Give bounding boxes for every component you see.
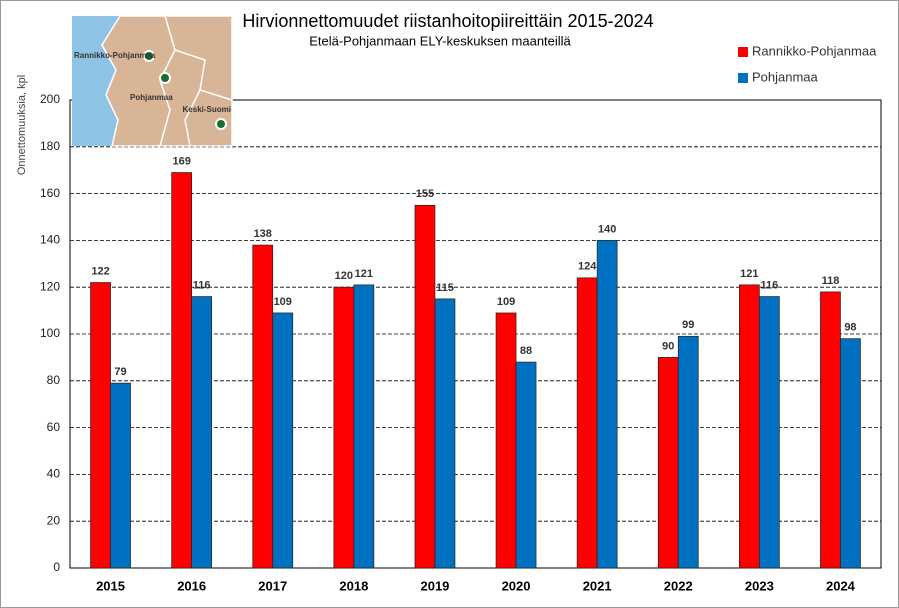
bar	[434, 298, 456, 569]
bar	[110, 382, 131, 569]
map-marker	[159, 72, 171, 84]
y-tick-label: 0	[53, 560, 60, 574]
value-label: 90	[662, 340, 674, 352]
value-label: 115	[436, 282, 454, 294]
value-label: 79	[114, 366, 126, 378]
bar	[576, 277, 598, 569]
chart-title: Hirvionnettomuudet riistanhoitopiireittä…	[242, 11, 653, 31]
value-label: 121	[355, 268, 373, 280]
x-tick-label: 2016	[177, 578, 206, 593]
map-label: Rannikko-Pohjanmaa	[74, 51, 156, 60]
value-label: 116	[760, 279, 778, 291]
bar	[657, 357, 679, 569]
chart-subtitle: Etelä-Pohjanmaan ELY-keskuksen maanteill…	[309, 33, 571, 48]
value-label: 99	[682, 319, 694, 331]
y-axis-label: Onnettomuuksia, kpl	[16, 75, 28, 175]
value-label: 116	[193, 279, 211, 291]
bar	[252, 244, 274, 569]
bar	[90, 282, 111, 569]
bar	[272, 312, 294, 569]
x-tick-label: 2019	[420, 578, 449, 593]
bar	[333, 286, 355, 569]
value-label: 118	[822, 275, 840, 287]
value-label: 169	[172, 155, 190, 167]
value-label: 140	[598, 223, 616, 235]
value-label: 88	[520, 345, 532, 357]
bar	[840, 338, 861, 569]
bar	[191, 296, 212, 569]
bar	[820, 291, 841, 569]
value-label: 124	[578, 261, 597, 273]
bar	[495, 312, 517, 569]
y-tick-label: 120	[40, 279, 60, 293]
bar	[414, 204, 436, 569]
y-tick-label: 160	[40, 186, 60, 200]
x-tick-label: 2021	[583, 578, 612, 593]
legend-label: Rannikko-Pohjanmaa	[752, 43, 877, 58]
y-tick-label: 20	[47, 513, 61, 527]
y-tick-label: 40	[47, 467, 61, 481]
bar	[353, 284, 375, 569]
bar	[738, 284, 760, 569]
map-marker	[143, 50, 155, 62]
value-label: 120	[335, 270, 353, 282]
value-label: 138	[254, 228, 272, 240]
legend-swatch	[738, 47, 748, 57]
value-label: 109	[497, 296, 515, 308]
value-label: 98	[844, 322, 856, 334]
x-tick-label: 2024	[826, 578, 856, 593]
bar	[171, 172, 192, 569]
value-label: 109	[274, 296, 292, 308]
bar	[515, 361, 537, 569]
bar	[758, 296, 780, 569]
value-label: 122	[91, 265, 109, 277]
plot-border	[69, 99, 882, 569]
x-tick-label: 2020	[502, 578, 531, 593]
x-tick-label: 2022	[664, 578, 693, 593]
x-tick-label: 2018	[339, 578, 368, 593]
y-tick-label: 100	[40, 326, 60, 340]
map-marker	[215, 118, 227, 130]
map-label: Pohjanmaa	[130, 93, 173, 102]
y-tick-label: 180	[40, 139, 60, 153]
value-label: 155	[416, 188, 434, 200]
value-label: 121	[740, 268, 758, 280]
bar	[596, 240, 618, 569]
x-tick-label: 2023	[745, 578, 774, 593]
x-tick-label: 2017	[258, 578, 287, 593]
y-tick-label: 140	[40, 233, 60, 247]
x-tick-label: 2015	[96, 578, 125, 593]
legend-label: Pohjanmaa	[752, 69, 819, 84]
bar	[677, 335, 699, 569]
y-tick-label: 80	[47, 373, 61, 387]
map-label: Keski-Suomi	[183, 105, 231, 114]
y-tick-label: 60	[47, 420, 61, 434]
inset-map: Rannikko-Pohjanmaa Pohjanmaa Keski-Suomi	[72, 15, 233, 147]
y-tick-label: 200	[40, 92, 60, 106]
legend-swatch	[738, 73, 748, 83]
